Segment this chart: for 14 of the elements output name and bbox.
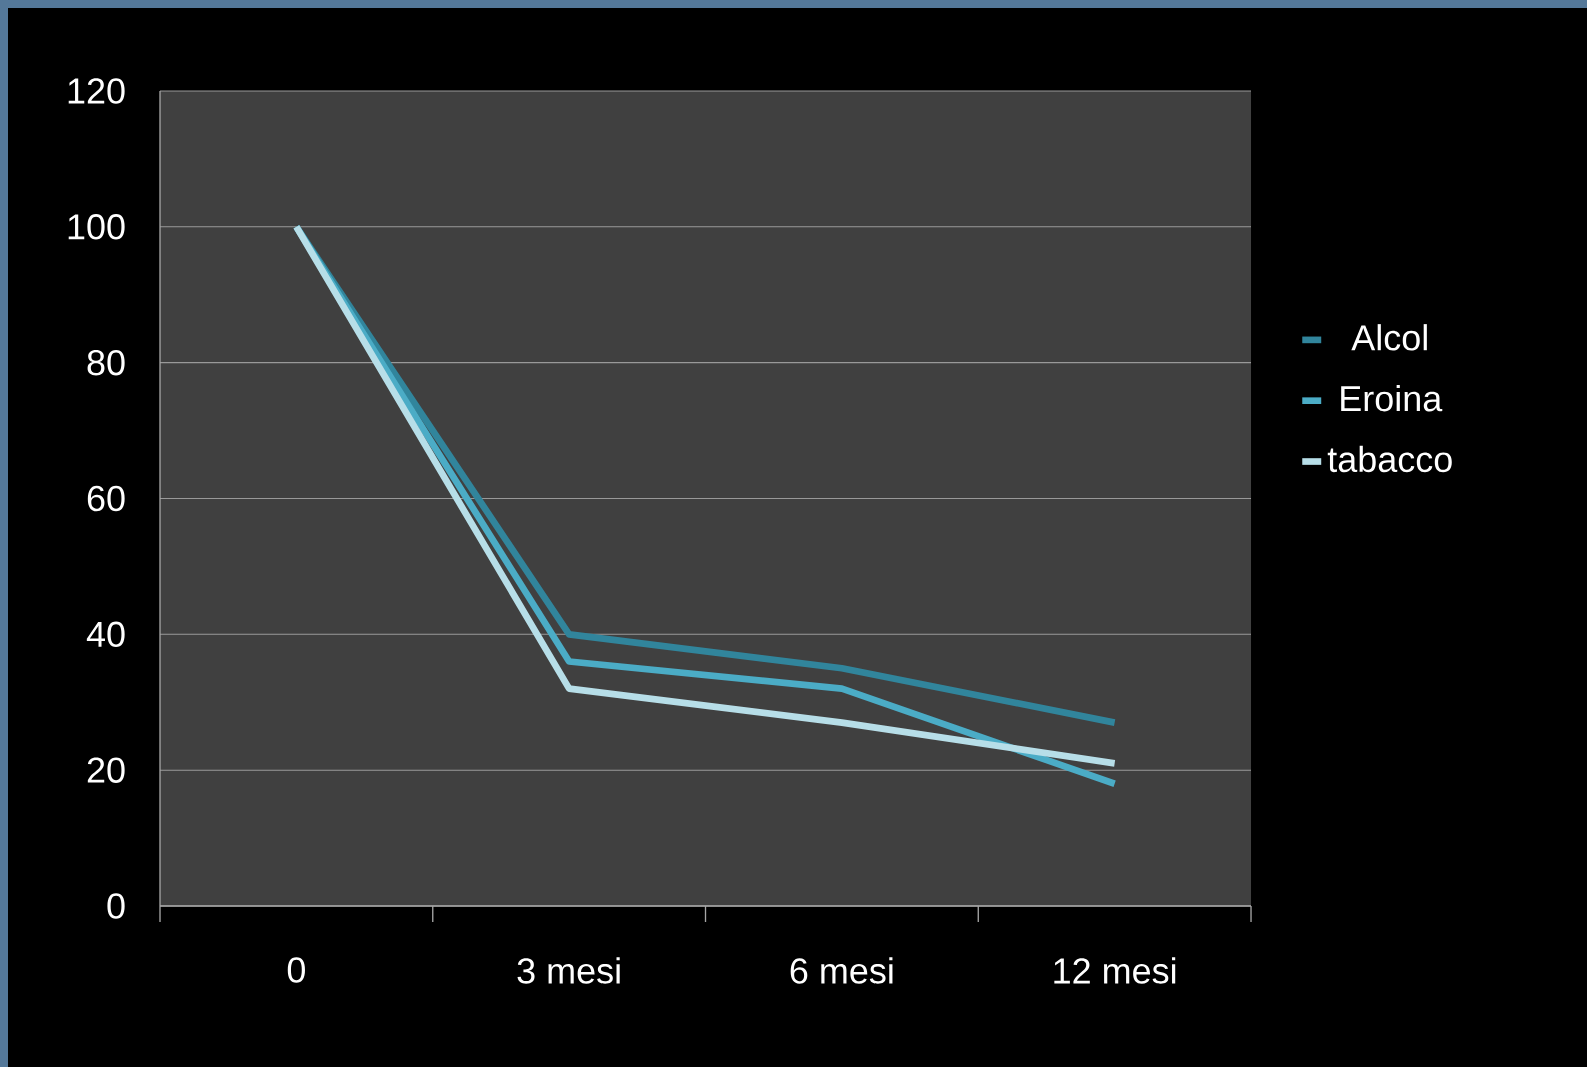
x-tick-label: 0	[287, 957, 305, 983]
y-tick-label: 40	[86, 621, 125, 648]
y-tick-label: 0	[107, 893, 125, 919]
x-tick-label: 3 mesi	[517, 957, 620, 984]
y-tick-label: 100	[68, 214, 125, 240]
x-tick-label: 6 mesi	[790, 957, 893, 984]
y-tick-label: 80	[87, 349, 125, 376]
legend-label: tabacco	[1327, 445, 1452, 473]
legend-label: Alcol	[1351, 324, 1427, 351]
legend-label: Eroina	[1341, 384, 1443, 412]
y-tick-label: 60	[87, 485, 125, 512]
y-tick-label: 20	[87, 757, 125, 783]
x-tick-label: 12 mesi	[1054, 957, 1176, 984]
y-tick-label: 120	[68, 78, 125, 104]
